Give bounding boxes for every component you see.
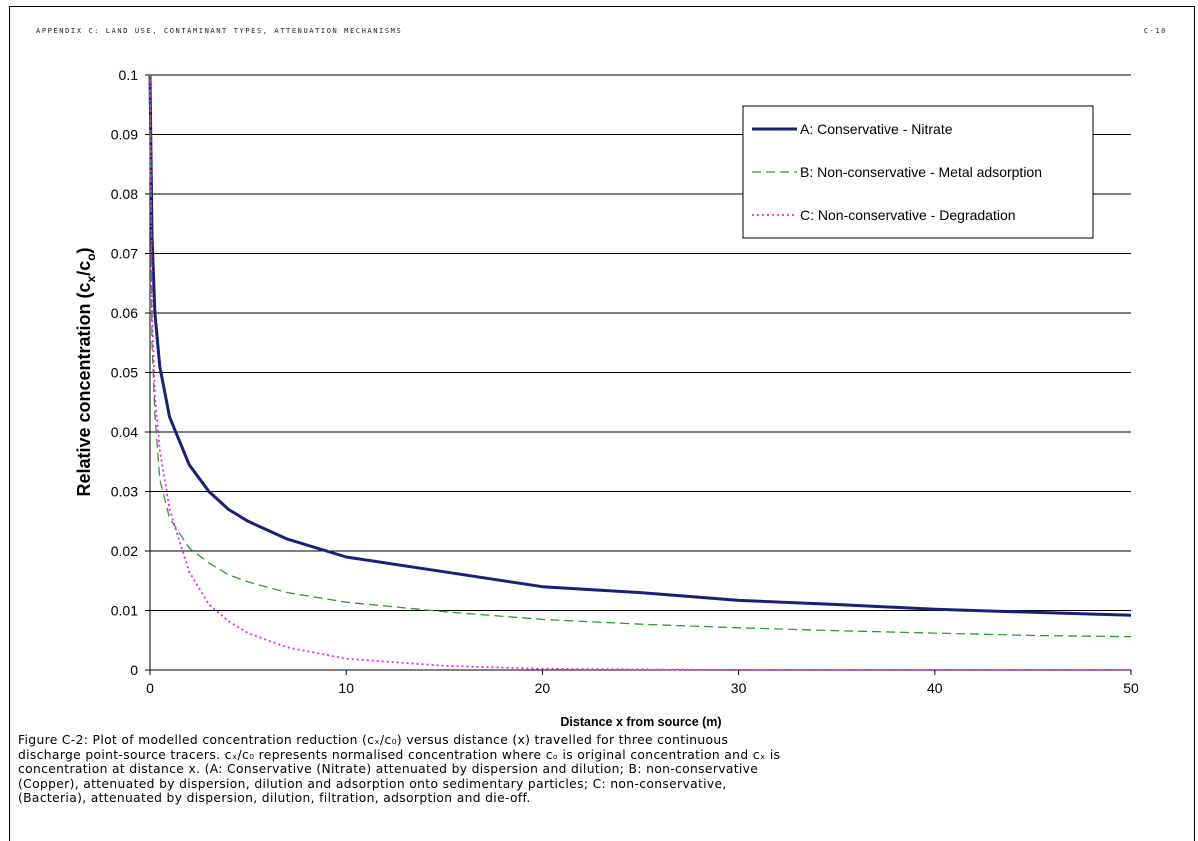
y-tick-label: 0.06	[111, 305, 138, 321]
page-number: C-10	[1143, 27, 1167, 35]
caption-line: (Copper), attenuated by dispersion, dilu…	[18, 776, 727, 791]
caption-line: (Bacteria), attenuated by dispersion, di…	[18, 791, 531, 806]
x-tick-label: 30	[731, 680, 747, 696]
caption-line: Figure C-2: Plot of modelled concentrati…	[18, 733, 729, 747]
series-lines	[148, 74, 1132, 671]
caption-line: discharge point-source tracers. cₓ/c₀ re…	[18, 747, 781, 762]
y-tick-label: 0.09	[111, 127, 138, 143]
y-tick-label: 0.05	[111, 365, 138, 381]
y-tick-label: 0.07	[111, 246, 138, 262]
running-header: APPENDIX C: LAND USE, CONTAMINANT TYPES,…	[36, 27, 403, 35]
series-line-b	[149, 74, 1132, 638]
x-tick-label: 0	[146, 680, 154, 696]
series-line-a	[148, 74, 1132, 617]
y-tick-labels: 0 0.01 0.02 0.03 0.04 0.05 0.06 0.07 0.08 0.09 0.1	[111, 67, 138, 678]
y-tick-label: 0.03	[111, 484, 138, 500]
y-tick-label: 0.01	[111, 603, 138, 619]
y-tick-label: 0.08	[111, 186, 138, 202]
series-line-c	[149, 74, 1131, 671]
y-tick-label: 0.1	[119, 67, 139, 83]
page-border	[9, 6, 1195, 841]
legend-label: B: Non-conservative - Metal adsorption	[800, 164, 1042, 180]
x-tick-labels: 0 10 20 30 40 50	[146, 680, 1139, 696]
caption-line: concentration at distance x. (A: Conserv…	[18, 762, 759, 777]
gridlines	[150, 74, 1131, 611]
y-tick-label: 0	[130, 662, 138, 678]
line-chart: 0 0.01 0.02 0.03 0.04 0.05 0.06 0.07 0.08 0.09 0.1…	[74, 67, 1139, 729]
x-tick-label: 20	[535, 680, 551, 696]
figure-caption: Figure C-2: Plot of modelled concentrati…	[18, 733, 1188, 806]
x-tick-label: 50	[1123, 680, 1139, 696]
y-tick-label: 0.04	[111, 424, 138, 440]
y-tick-label: 0.02	[111, 543, 138, 559]
x-tick-label: 10	[338, 680, 354, 696]
legend-label: C: Non-conservative - Degradation	[800, 207, 1016, 223]
legend: A: Conservative - Nitrate B: Non-conserva…	[742, 105, 1094, 239]
x-axis-label: Distance x from source (m)	[560, 715, 721, 729]
legend-label: A: Conservative - Nitrate	[800, 121, 953, 137]
x-tick-label: 40	[927, 680, 943, 696]
legend-box	[742, 105, 1094, 239]
y-axis-label: Relative concentration (cx/co)	[74, 247, 98, 496]
